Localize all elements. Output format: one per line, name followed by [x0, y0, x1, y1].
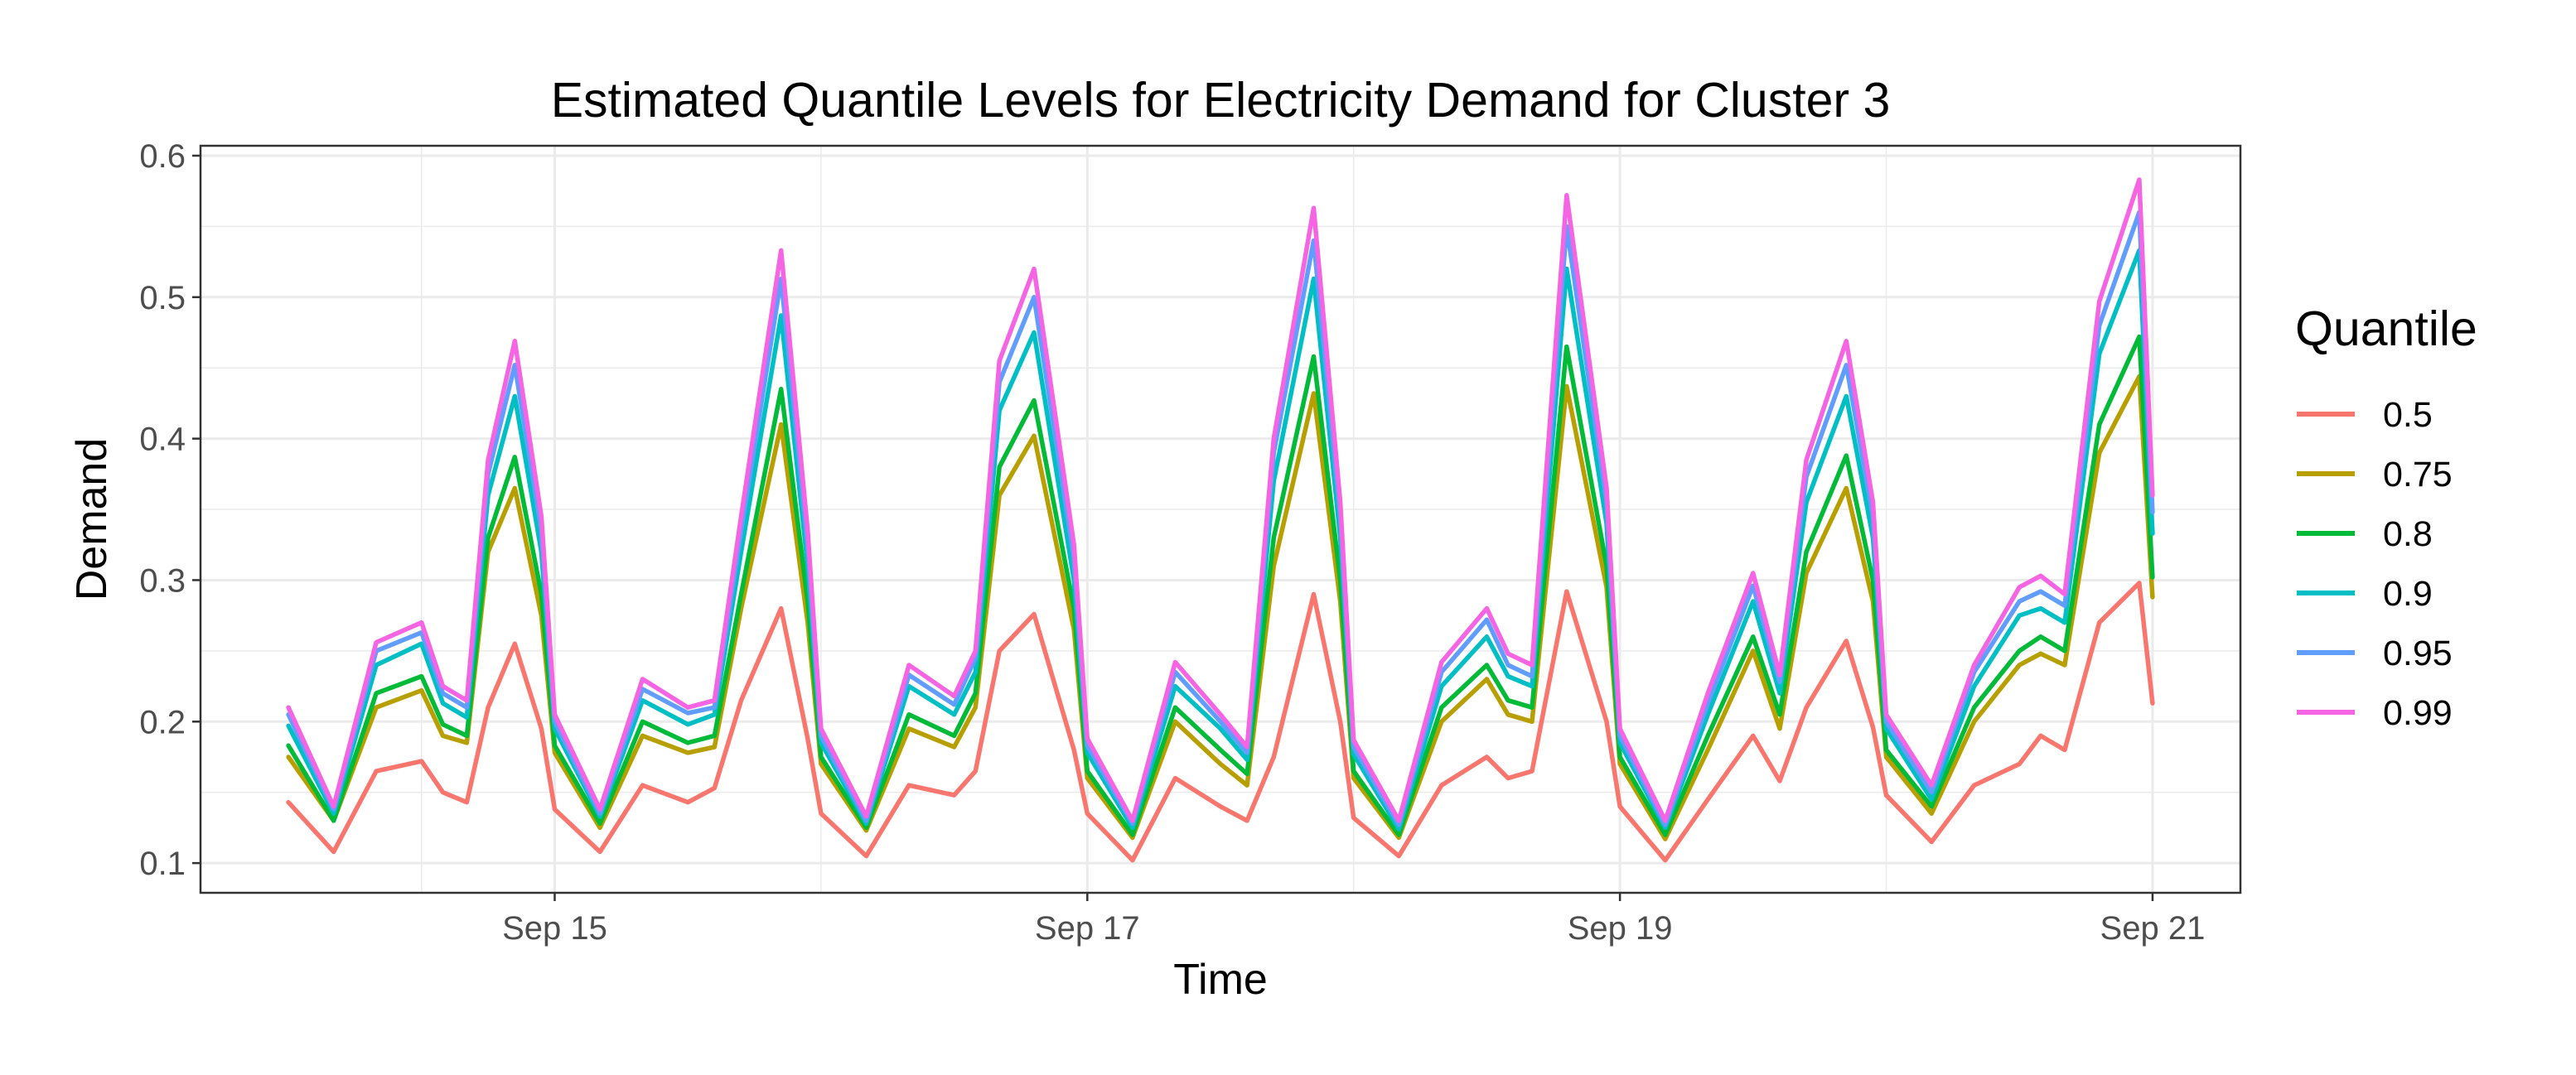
- axis-layer: 0.1 0.2 0.3 0.4 0.5 0.6 Sep 15 Sep 17 Sep 19 Sep …: [139, 138, 2205, 947]
- legend-label-0-5: 0.5: [2383, 395, 2433, 435]
- legend-label-0-8: 0.8: [2383, 514, 2433, 554]
- series-line-0-95: [286, 210, 2155, 827]
- y-tick-label: 0.6: [139, 138, 186, 175]
- series-line-0-99: [286, 177, 2155, 823]
- legend-items: 0.5 0.75 0.8 0.9 0.95 0.99: [2297, 395, 2453, 733]
- legend-label-0-95: 0.95: [2383, 634, 2453, 673]
- legend-label-0-75: 0.75: [2383, 455, 2453, 494]
- y-tick-label: 0.4: [139, 422, 186, 458]
- legend-label-0-9: 0.9: [2383, 574, 2433, 614]
- series-line-0-8: [286, 334, 2155, 837]
- x-tick-label: Sep 15: [502, 910, 607, 947]
- y-tick-label: 0.1: [139, 846, 186, 882]
- panel-border: [199, 144, 2242, 894]
- series-line-0-75: [286, 374, 2155, 841]
- y-tick-label: 0.2: [139, 704, 186, 740]
- y-tick-label: 0.3: [139, 562, 186, 599]
- x-tick-label: Sep 19: [1568, 910, 1673, 947]
- legend-label-0-99: 0.99: [2383, 693, 2453, 733]
- x-axis-title: Time: [1173, 956, 1268, 1004]
- chart-title: Estimated Quantile Levels for Electricit…: [551, 73, 1891, 128]
- y-tick-label: 0.5: [139, 280, 186, 316]
- x-tick-label: Sep 21: [2100, 910, 2206, 947]
- y-axis-title: Demand: [68, 438, 116, 601]
- legend-title: Quantile: [2295, 301, 2477, 356]
- legend: Quantile 0.5 0.75 0.8 0.9 0.95 0.99: [2295, 301, 2477, 733]
- series-layer: [286, 177, 2155, 863]
- series-line-0-5: [286, 581, 2155, 863]
- x-tick-label: Sep 17: [1035, 910, 1140, 947]
